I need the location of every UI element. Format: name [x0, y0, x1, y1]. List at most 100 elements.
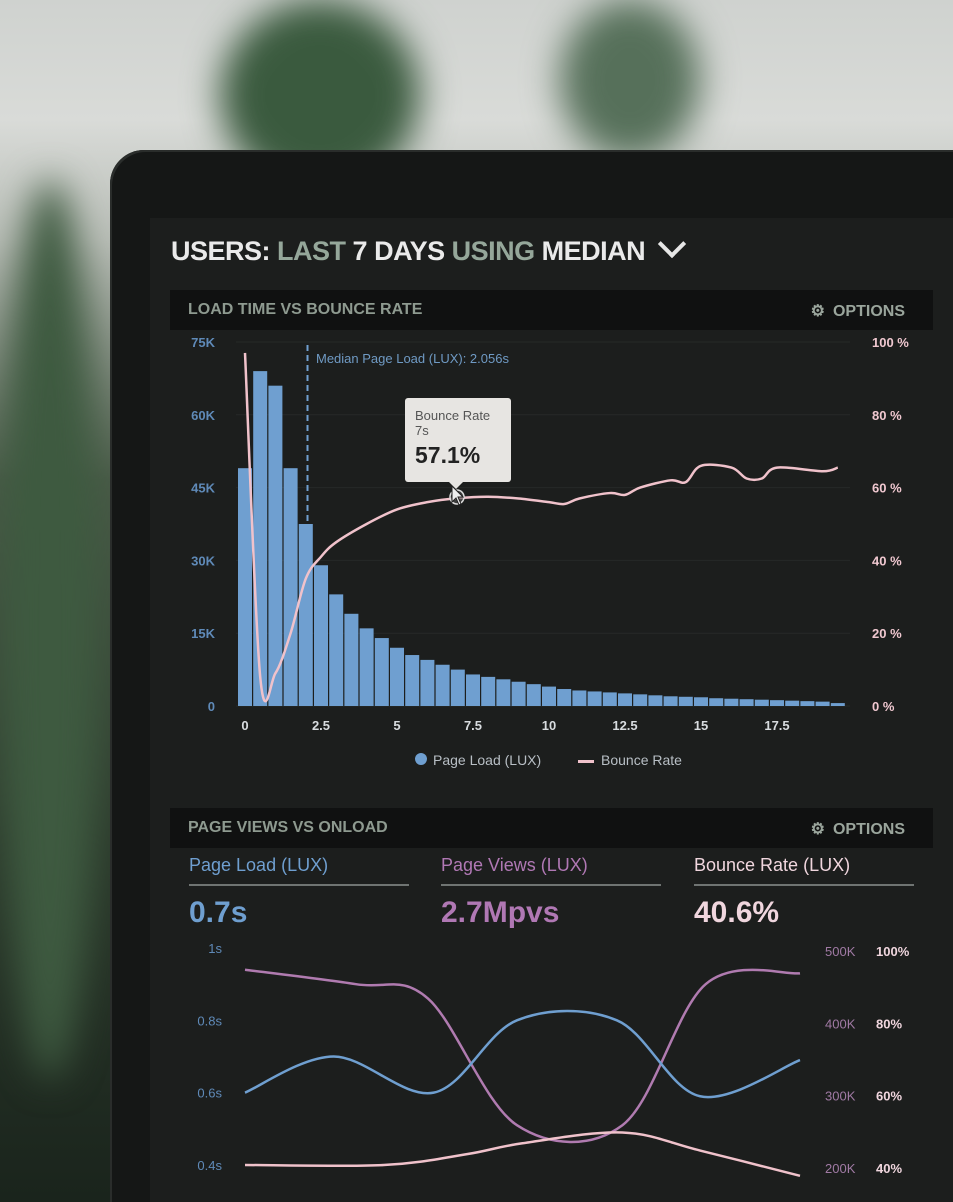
histogram-bar	[314, 565, 328, 706]
legend-item-page-load[interactable]: Page Load (LUX)	[415, 752, 541, 768]
histogram-bar	[542, 686, 556, 706]
title-period: 7 DAYS	[352, 236, 446, 266]
histogram-bar	[344, 613, 359, 706]
y-left-tick-label: 0.4s	[197, 1158, 222, 1173]
histogram-bar	[815, 701, 830, 706]
stat-label: Page Load (LUX)	[189, 855, 409, 886]
panel-header-page-views: PAGE VIEWS VS ONLOAD ⚙ OPTIONS	[170, 808, 933, 848]
gear-icon: ⚙	[810, 821, 825, 838]
y-right-tick-label: 100 %	[872, 335, 909, 350]
histogram-bar	[754, 699, 769, 706]
y-right-tick-label: 0 %	[872, 699, 895, 714]
x-tick-label: 10	[542, 718, 556, 733]
y-right-tick-label: 20 %	[872, 626, 902, 641]
legend-label: Bounce Rate	[601, 752, 682, 768]
x-tick-label: 17.5	[764, 718, 789, 733]
y-left-tick-label: 75K	[191, 335, 215, 350]
options-label: OPTIONS	[832, 821, 905, 838]
background-plant	[0, 180, 100, 1080]
histogram-bar	[359, 628, 374, 706]
y-left-tick-label: 1s	[208, 941, 222, 956]
title-users: USERS:	[171, 236, 271, 266]
x-tick-label: 7.5	[464, 718, 482, 733]
histogram-bar	[830, 703, 845, 706]
y-right-tick-label: 400K	[825, 1016, 856, 1031]
histogram-bar	[602, 692, 617, 706]
histogram-bar	[435, 664, 450, 706]
histogram-bar	[800, 701, 815, 706]
legend-line-icon	[578, 759, 594, 763]
y-right-tick-label: 60%	[876, 1089, 902, 1104]
histogram-bar	[374, 638, 389, 706]
chart-tooltip: Bounce Rate 7s 57.1%	[405, 398, 511, 489]
histogram-bar	[298, 524, 313, 706]
stat-value: 0.7s	[189, 896, 248, 929]
x-tick-label: 5	[393, 718, 400, 733]
y-left-tick-label: 0.6s	[197, 1086, 222, 1101]
histogram-bar	[405, 655, 420, 706]
histogram-bar	[390, 647, 404, 706]
y-right-tick-label: 60 %	[872, 481, 902, 496]
bounce-rate-line	[244, 1131, 801, 1178]
legend-label: Page Load (LUX)	[433, 752, 542, 768]
histogram-bar	[557, 689, 572, 706]
histogram-bar	[481, 676, 496, 706]
options-label: OPTIONS	[832, 303, 905, 320]
histogram-bar	[268, 385, 283, 706]
y-left-tick-label: 45K	[191, 481, 215, 496]
histogram-bar	[739, 699, 754, 706]
stat-bounce-rate: Bounce Rate (LUX) 40.6%	[694, 855, 914, 930]
y-right-tick-label: 40 %	[872, 553, 902, 568]
y-right-tick-label: 40%	[876, 1161, 902, 1176]
stat-page-load: Page Load (LUX) 0.7s	[189, 855, 409, 930]
panel-title: PAGE VIEWS VS ONLOAD	[188, 819, 388, 836]
histogram-bar	[283, 468, 298, 706]
y-left-tick-label: 0.8s	[197, 1013, 222, 1028]
background-plant	[560, 0, 700, 160]
dashboard-screen	[150, 218, 953, 1202]
cursor-icon	[451, 484, 465, 506]
histogram-bar	[770, 700, 784, 706]
histogram-bar	[466, 674, 480, 706]
histogram-bar	[709, 698, 724, 706]
y-left-tick-label: 0	[208, 699, 215, 714]
legend-dot-icon	[415, 753, 427, 765]
stat-value: 40.6%	[694, 896, 780, 929]
options-button[interactable]: ⚙ OPTIONS	[811, 301, 905, 321]
stat-page-views: Page Views (LUX) 2.7Mpvs	[441, 855, 661, 930]
y-left-tick-label: 60K	[191, 408, 215, 423]
histogram-bar	[511, 681, 526, 706]
stat-value: 2.7Mpvs	[441, 896, 560, 929]
tooltip-value: 57.1%	[415, 442, 481, 468]
y-right-tick-label: 80 %	[872, 408, 902, 423]
page-load-line	[244, 1009, 801, 1099]
y-right-tick-label: 200K	[825, 1161, 856, 1176]
x-tick-label: 2.5	[312, 718, 330, 733]
options-button[interactable]: ⚙ OPTIONS	[811, 819, 905, 839]
legend-item-bounce-rate[interactable]: Bounce Rate	[578, 752, 682, 768]
y-right-tick-label: 80%	[876, 1016, 902, 1031]
stat-label: Page Views (LUX)	[441, 855, 661, 886]
stat-label: Bounce Rate (LUX)	[694, 855, 914, 886]
dashboard-title-dropdown[interactable]: USERS: LAST 7 DAYS USING MEDIAN	[171, 229, 687, 267]
histogram-bar	[694, 697, 708, 706]
histogram-bar	[785, 700, 800, 706]
y-right-tick-label: 500K	[825, 944, 856, 959]
histogram-bar	[648, 695, 663, 706]
histogram-bar	[420, 659, 435, 706]
title-aggregation: MEDIAN	[541, 236, 646, 266]
histogram-bar	[572, 690, 587, 706]
bounce-rate-line	[243, 352, 839, 703]
tooltip-series: Bounce Rate	[415, 408, 491, 423]
panel-title: LOAD TIME VS BOUNCE RATE	[188, 301, 423, 318]
y-left-tick-label: 15K	[191, 626, 215, 641]
histogram-bar	[633, 694, 648, 706]
x-tick-label: 12.5	[612, 718, 637, 733]
histogram-bar	[663, 696, 678, 706]
y-right-tick-label: 300K	[825, 1089, 856, 1104]
y-left-tick-label: 30K	[191, 553, 215, 568]
histogram-bar	[678, 696, 693, 706]
title-using: USING	[451, 236, 536, 266]
x-tick-label: 0	[241, 718, 248, 733]
